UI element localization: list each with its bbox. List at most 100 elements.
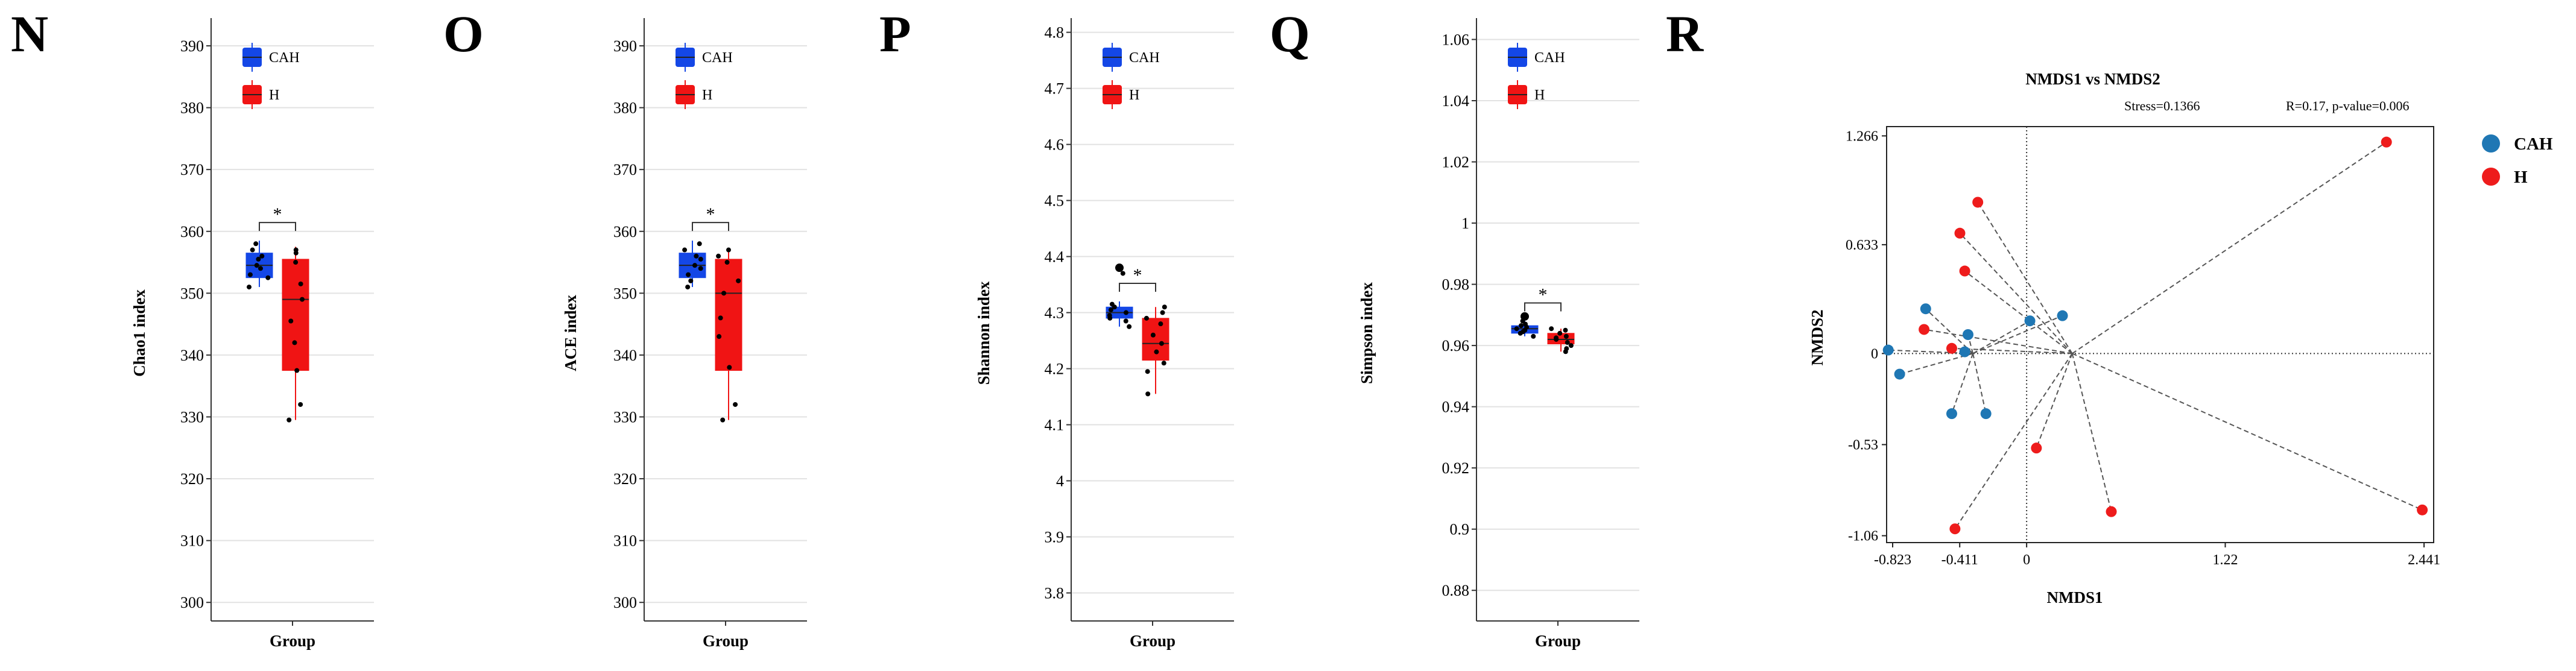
h-data-point [1565, 340, 1570, 345]
h-data-point [726, 247, 731, 253]
h-data-point [299, 297, 305, 302]
y-tick-label: 350 [180, 285, 204, 302]
h-data-point [1549, 326, 1554, 332]
cah-data-point [247, 272, 253, 277]
h-spider-line [2071, 353, 2112, 512]
h-spider-line [2072, 141, 2387, 354]
simpson-boxplot: 0.88 0.9 0.92 0.94 0.96 0.98 1 1.02 1.04 1.06 Grou… [1358, 18, 1639, 650]
panel-letter-r: R [1666, 5, 1704, 63]
y-tick-label: 330 [613, 408, 637, 426]
nmds-x-tick-label: 2.441 [2408, 552, 2440, 568]
shannon-boxplot: 3.8 3.9 4 4.1 4.2 4.3 4.4 4.5 4.6 4.7 4.8 Group Shan… [975, 18, 1234, 650]
cah-data-point [250, 247, 255, 253]
cah-data-point [265, 275, 271, 280]
cah-point [1962, 329, 1973, 340]
y-tick-label: 4 [1056, 473, 1064, 490]
y-axis-label: Shannon index [975, 281, 993, 385]
h-point [1959, 265, 1970, 277]
h-spider-line [1954, 353, 2073, 529]
cah-data-point [247, 285, 252, 290]
y-tick-label: 390 [180, 37, 204, 55]
x-axis-label: Group [1535, 632, 1581, 650]
h-data-point [718, 315, 723, 321]
h-spider-line [1959, 233, 2073, 354]
cah-data-point [254, 263, 259, 268]
h-data-point [288, 318, 294, 324]
h-point [2381, 136, 2392, 148]
h-data-point [293, 247, 299, 253]
y-tick-label: 1.06 [1442, 31, 1470, 48]
h-data-point [1554, 335, 1559, 341]
panel-letter-p: P [879, 5, 911, 63]
cah-data-point [259, 253, 265, 259]
cah-data-point [692, 263, 698, 268]
h-point [2031, 443, 2042, 454]
panel-letter-n: N [11, 5, 48, 63]
h-data-point [1144, 315, 1149, 321]
nmds-x-tick-label: -0.823 [1874, 552, 1911, 568]
cah-data-point [698, 256, 703, 262]
h-data-point [1158, 321, 1163, 327]
y-tick-label: 3.9 [1045, 529, 1065, 546]
nmds-plot-frame [1886, 126, 2434, 543]
cah-data-point [253, 241, 259, 247]
nmds-y-tick-label: -1.06 [1848, 529, 1878, 544]
cah-data-point [1108, 307, 1113, 312]
significance-label: * [1539, 285, 1548, 305]
y-tick-label: 4.6 [1045, 136, 1065, 154]
h-data-point [1145, 369, 1150, 374]
nmds-x-axis-label: NMDS1 [2047, 588, 2103, 606]
x-axis-label: Group [1130, 632, 1176, 650]
legend-label-cah: CAH [1534, 50, 1565, 66]
nmds-legend-marker-cah [2482, 134, 2500, 153]
h-data-point [1150, 332, 1156, 338]
y-tick-label: 0.88 [1442, 582, 1470, 599]
h-point [1919, 324, 1930, 335]
nmds-y-tick-label: 0.633 [1846, 238, 1878, 253]
h-box [715, 259, 742, 371]
nmds-x-tick-label: 0 [2023, 552, 2030, 568]
cah-spider-line [1925, 308, 1973, 354]
cah-point [1959, 346, 1970, 358]
nmds-y-tick-label: 0 [1871, 346, 1878, 362]
h-data-point [717, 334, 722, 339]
cah-data-point [256, 256, 261, 262]
h-data-point [1160, 310, 1165, 315]
cah-data-point [1531, 333, 1536, 339]
cah-data-point [1107, 313, 1112, 318]
y-tick-label: 300 [613, 594, 637, 611]
cah-data-point [258, 266, 263, 271]
h-spider-line [2072, 353, 2423, 511]
cah-data-point [1109, 301, 1115, 307]
significance-bracket [692, 222, 729, 232]
h-data-point [716, 253, 721, 259]
y-tick-label: 4.3 [1045, 304, 1065, 322]
h-spider-line [1923, 329, 2072, 354]
y-tick-label: 4.4 [1045, 248, 1065, 266]
h-point [1946, 342, 1957, 354]
h-data-point [286, 417, 292, 423]
y-tick-label: 310 [180, 532, 204, 550]
nmds-stats: R=0.17, p-value=0.006 [2286, 98, 2409, 113]
y-tick-label: 340 [613, 347, 637, 364]
y-tick-label: 360 [180, 223, 204, 241]
h-data-point [1162, 304, 1167, 310]
y-tick-label: 340 [180, 347, 204, 364]
h-data-point [736, 278, 741, 283]
nmds-legend-marker-h [2482, 168, 2500, 186]
h-data-point [298, 281, 303, 286]
y-tick-label: 4.5 [1045, 192, 1065, 210]
y-tick-label: 370 [180, 161, 204, 178]
significance-bracket [1524, 302, 1562, 312]
x-axis-label: Group [703, 632, 748, 650]
chao1-boxplot: 300 310 320 330 340 350 360 370 380 390 Group Chao1… [130, 18, 374, 650]
y-tick-label: 1 [1461, 215, 1469, 232]
significance-label: * [706, 204, 715, 224]
y-axis-label: Chao1 index [130, 289, 148, 377]
cah-point [2057, 310, 2068, 321]
h-data-point [724, 260, 730, 265]
h-data-point [1161, 361, 1166, 366]
y-axis-label: ACE index [562, 295, 580, 371]
significance-bracket [259, 222, 296, 232]
legend-label-cah: CAH [1129, 50, 1160, 66]
